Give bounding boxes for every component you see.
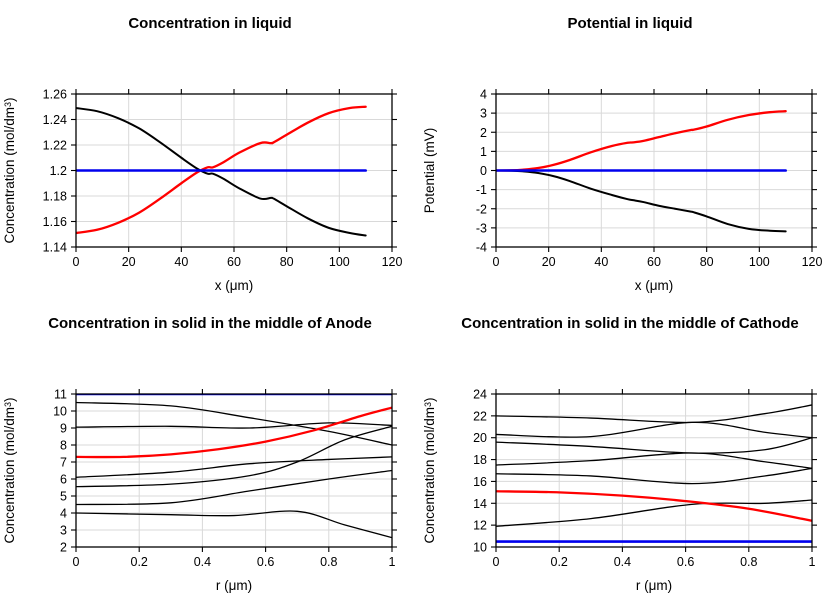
svg-text:0: 0: [480, 164, 487, 178]
svg-text:80: 80: [700, 255, 714, 269]
svg-text:1.18: 1.18: [43, 190, 67, 204]
svg-text:1.2: 1.2: [50, 164, 67, 178]
svg-text:120: 120: [382, 255, 403, 269]
svg-text:0.8: 0.8: [740, 555, 757, 569]
svg-text:22: 22: [473, 409, 487, 423]
svg-text:4: 4: [480, 88, 487, 102]
svg-text:Potential (mV): Potential (mV): [422, 128, 437, 214]
svg-text:100: 100: [749, 255, 770, 269]
svg-text:20: 20: [473, 431, 487, 445]
svg-text:0: 0: [493, 255, 500, 269]
svg-text:-2: -2: [476, 202, 487, 216]
svg-text:40: 40: [594, 255, 608, 269]
svg-text:3: 3: [480, 107, 487, 121]
svg-text:100: 100: [329, 255, 350, 269]
svg-text:20: 20: [542, 255, 556, 269]
svg-text:16: 16: [473, 475, 487, 489]
svg-text:Concentration (mol/dm3): Concentration (mol/dm3): [2, 97, 17, 243]
svg-text:Concentration in solid in the: Concentration in solid in the middle of …: [461, 315, 799, 332]
svg-text:r (μm): r (μm): [216, 578, 252, 593]
svg-text:20: 20: [122, 255, 136, 269]
svg-text:0.2: 0.2: [551, 555, 568, 569]
svg-text:-3: -3: [476, 221, 487, 235]
svg-text:40: 40: [174, 255, 188, 269]
svg-text:0.8: 0.8: [320, 555, 337, 569]
svg-text:4: 4: [60, 507, 67, 521]
svg-text:0.6: 0.6: [257, 555, 274, 569]
svg-text:2: 2: [60, 541, 67, 555]
svg-text:-4: -4: [476, 241, 487, 255]
svg-text:1.26: 1.26: [43, 88, 67, 102]
svg-text:Potential in liquid: Potential in liquid: [568, 15, 693, 32]
svg-text:0: 0: [73, 555, 80, 569]
svg-text:10: 10: [53, 405, 67, 419]
svg-text:r (μm): r (μm): [636, 578, 672, 593]
svg-text:1: 1: [809, 555, 816, 569]
svg-text:0: 0: [73, 255, 80, 269]
svg-text:18: 18: [473, 453, 487, 467]
svg-text:0.6: 0.6: [677, 555, 694, 569]
svg-text:9: 9: [60, 422, 67, 436]
svg-text:14: 14: [473, 497, 487, 511]
svg-text:6: 6: [60, 473, 67, 487]
svg-text:x (μm): x (μm): [635, 278, 674, 293]
svg-text:60: 60: [227, 255, 241, 269]
svg-text:5: 5: [60, 490, 67, 504]
svg-text:12: 12: [473, 519, 487, 533]
svg-text:1: 1: [389, 555, 396, 569]
svg-text:10: 10: [473, 541, 487, 555]
svg-text:Concentration in solid in the: Concentration in solid in the middle of …: [48, 315, 372, 332]
svg-text:1.16: 1.16: [43, 215, 67, 229]
svg-text:0: 0: [493, 555, 500, 569]
svg-text:7: 7: [60, 456, 67, 470]
svg-text:2: 2: [480, 126, 487, 140]
svg-text:11: 11: [54, 388, 67, 402]
svg-text:0.4: 0.4: [194, 555, 211, 569]
svg-text:0.4: 0.4: [614, 555, 631, 569]
svg-text:3: 3: [60, 524, 67, 538]
svg-text:24: 24: [473, 388, 487, 402]
svg-text:-1: -1: [476, 183, 487, 197]
svg-text:60: 60: [647, 255, 661, 269]
svg-text:Concentration (mol/dm3): Concentration (mol/dm3): [422, 397, 437, 543]
svg-text:Concentration in liquid: Concentration in liquid: [128, 15, 291, 32]
svg-text:Concentration (mol/dm3): Concentration (mol/dm3): [2, 397, 17, 543]
svg-text:80: 80: [280, 255, 294, 269]
svg-text:120: 120: [802, 255, 823, 269]
svg-text:1.24: 1.24: [43, 113, 67, 127]
svg-text:0.2: 0.2: [131, 555, 148, 569]
svg-text:1: 1: [480, 145, 487, 159]
svg-text:1.22: 1.22: [43, 139, 67, 153]
svg-text:8: 8: [60, 439, 67, 453]
svg-text:1.14: 1.14: [43, 241, 67, 255]
svg-text:x (μm): x (μm): [215, 278, 254, 293]
